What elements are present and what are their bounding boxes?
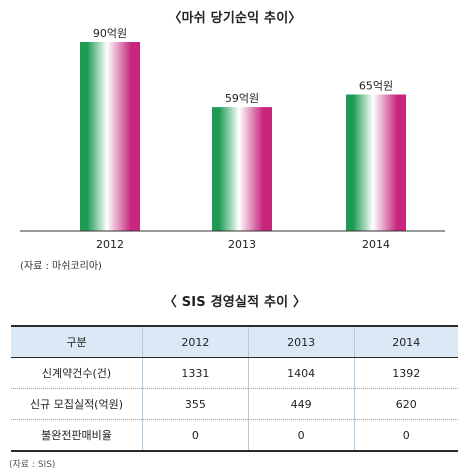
data-label-2012: 90억원 [93, 27, 127, 40]
bar-2012 [80, 42, 140, 231]
header-cell-2013: 2013 [247, 325, 355, 358]
x-tick-label-2013: 2013 [228, 238, 256, 251]
table-header-row: 구분 2012 2013 2014 [11, 325, 458, 358]
bar-chart: 90억원 59억원 65억원 2012 2013 2014 [20, 27, 445, 251]
bar-2014 [346, 94, 406, 231]
table-row: 불완전판매비율 0 0 0 [11, 419, 458, 452]
table-row: 신계약건수(건) 1331 1404 1392 [11, 357, 458, 389]
header-cell-2014: 2014 [353, 325, 458, 358]
table-cell: 449 [247, 388, 355, 420]
header-cell-2012: 2012 [142, 325, 249, 358]
table-source: (자료 : SIS) [9, 460, 56, 470]
row-label-new-contracts: 신계약건수(건) [11, 357, 143, 389]
chart-source: (자료 : 마쉬코리아) [20, 261, 102, 272]
table-cell: 355 [142, 388, 249, 420]
row-label-new-recruitment: 신규 모집실적(억원) [11, 388, 143, 420]
table-cell: 0 [142, 419, 249, 452]
performance-table: 구분 2012 2013 2014 신계약건수(건) 1331 1404 139… [11, 325, 458, 452]
header-cell-category: 구분 [11, 325, 143, 358]
table-cell: 1392 [353, 357, 458, 389]
table-cell: 1404 [247, 357, 355, 389]
chart-title: 〈마쉬 당기순익 추이〉 [168, 11, 302, 26]
table-title: 〈 SIS 경영실적 추이 〉 [163, 295, 307, 310]
table-cell: 620 [353, 388, 458, 420]
table-cell: 0 [353, 419, 458, 452]
data-label-2014: 65억원 [359, 80, 393, 93]
bar-2013 [212, 107, 272, 231]
x-tick-label-2012: 2012 [96, 238, 124, 251]
x-tick-label-2014: 2014 [362, 238, 390, 251]
table-row: 신규 모집실적(억원) 355 449 620 [11, 388, 458, 420]
table-cell: 1331 [142, 357, 249, 389]
table-cell: 0 [247, 419, 355, 452]
data-label-2013: 59억원 [225, 92, 259, 105]
row-label-mis-selling-ratio: 불완전판매비율 [11, 419, 143, 452]
